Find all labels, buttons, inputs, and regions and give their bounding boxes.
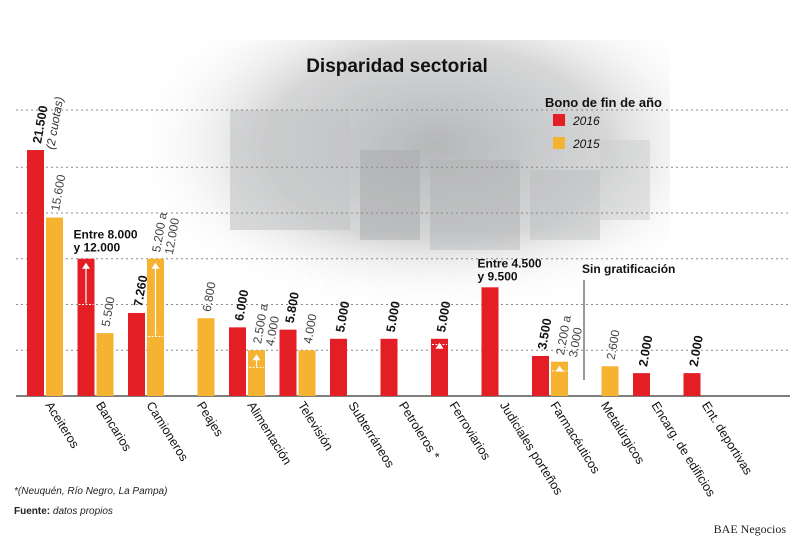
category-label: Televisión: [295, 399, 336, 453]
value-label-2016: 6.000: [232, 289, 251, 322]
legend-label-2016: 2016: [572, 114, 600, 128]
bar-2016-4: [229, 327, 246, 396]
category-label: Alimentación: [244, 399, 294, 467]
bar-2015-3: [197, 318, 215, 396]
range-arrowhead: [82, 262, 90, 269]
source-line: Fuente: datos propios: [14, 506, 113, 517]
brand: BAE Negocios: [713, 522, 786, 536]
bar-2016-5: [279, 329, 297, 396]
category-labels: Aceiteros Bancarios Camioneros Peajes Alimen…: [42, 399, 755, 499]
aceiteros-note: (2 cuotas): [43, 96, 66, 151]
range-arrowhead: [555, 365, 564, 372]
value-label-2015: 6.800: [200, 280, 219, 312]
source-label: Fuente:: [14, 506, 51, 517]
bar-2015-10: [551, 361, 568, 396]
legend-swatch-2015: [553, 137, 565, 149]
category-label: Ent. deportivas: [699, 399, 755, 477]
chart-title: Disparidad sectorial: [306, 56, 488, 77]
bar-2016-8: [431, 338, 448, 396]
category-label: Peajes: [194, 399, 226, 439]
value-label-2015: 2.600: [604, 328, 623, 360]
category-label: Farmacéuticos: [547, 399, 602, 476]
value-label-2015: 4.000: [301, 312, 320, 344]
value-label-2015: 15.600: [48, 173, 68, 212]
category-label: Metalúrgicos: [598, 399, 647, 467]
bar-2016-12: [633, 373, 650, 396]
footnote: *(Neuquén, Río Negro, La Pampa): [14, 486, 168, 497]
bar-2015-11: [601, 366, 619, 396]
value-label-2016: 5.000: [333, 300, 352, 333]
bar-2015-4: [248, 350, 265, 396]
bars: [27, 150, 701, 396]
legend-title: Bono de fin de año: [545, 95, 662, 110]
legend-label-2015: 2015: [572, 137, 600, 151]
bar-2016-6: [330, 338, 347, 396]
value-labels: 21.500 15.600 Entre 8.000 y 12.000 5.500 7.26…: [30, 96, 706, 368]
category-label: Ferroviarios: [446, 399, 493, 462]
value-label-2016: 21.500: [30, 104, 50, 144]
category-label: Petroleros *: [396, 399, 443, 462]
value-label-2016: 5.800: [283, 291, 302, 324]
value-label-2016: 3.500: [535, 317, 554, 350]
bar-2015-5: [298, 350, 316, 396]
category-label: Bancarios: [93, 399, 134, 454]
value-label-2016: 2.000: [636, 334, 655, 367]
legend-swatch-2016: [553, 114, 565, 126]
category-label: Aceiteros: [42, 399, 81, 451]
sin-gratificacion-label: Sin gratificación: [582, 262, 675, 276]
value-label-range: Entre 8.000 y 12.000: [74, 228, 138, 255]
value-label-2015: 2.500 a4.000: [250, 303, 284, 347]
value-label-2016: 2.000: [687, 334, 706, 367]
source-text: datos propios: [52, 506, 113, 517]
range-arrowhead: [252, 354, 261, 361]
category-label: Camioneros: [143, 399, 191, 464]
value-label-2016: 5.000: [384, 300, 403, 333]
value-label-range: Entre 4.500 y 9.500: [478, 256, 542, 283]
value-label-2016: 7.260: [131, 274, 150, 307]
bar-2016-0: [27, 150, 44, 396]
bar-2015-1: [96, 333, 114, 396]
value-label-2015: 2.200 a3.000: [553, 314, 587, 358]
value-label-2016: 5.000: [434, 300, 453, 333]
category-label: Subterráneos: [345, 399, 397, 470]
bar-2016-13: [683, 373, 701, 396]
legend: Bono de fin de año 2016 2015: [545, 95, 662, 151]
bar-2016-2: [128, 312, 145, 396]
bar-2016-7: [380, 338, 398, 396]
value-label-2015: 5.500: [99, 295, 118, 327]
background-photo: [150, 40, 670, 350]
range-arrowhead: [435, 342, 444, 349]
range-arrowhead: [151, 262, 160, 269]
bar-2015-0: [46, 217, 63, 396]
bar-2016-1: [77, 258, 95, 396]
value-label-2015: 5.200 a12.000: [149, 211, 183, 255]
bar-2016-10: [532, 355, 549, 396]
bar-2016-9: [481, 287, 499, 396]
